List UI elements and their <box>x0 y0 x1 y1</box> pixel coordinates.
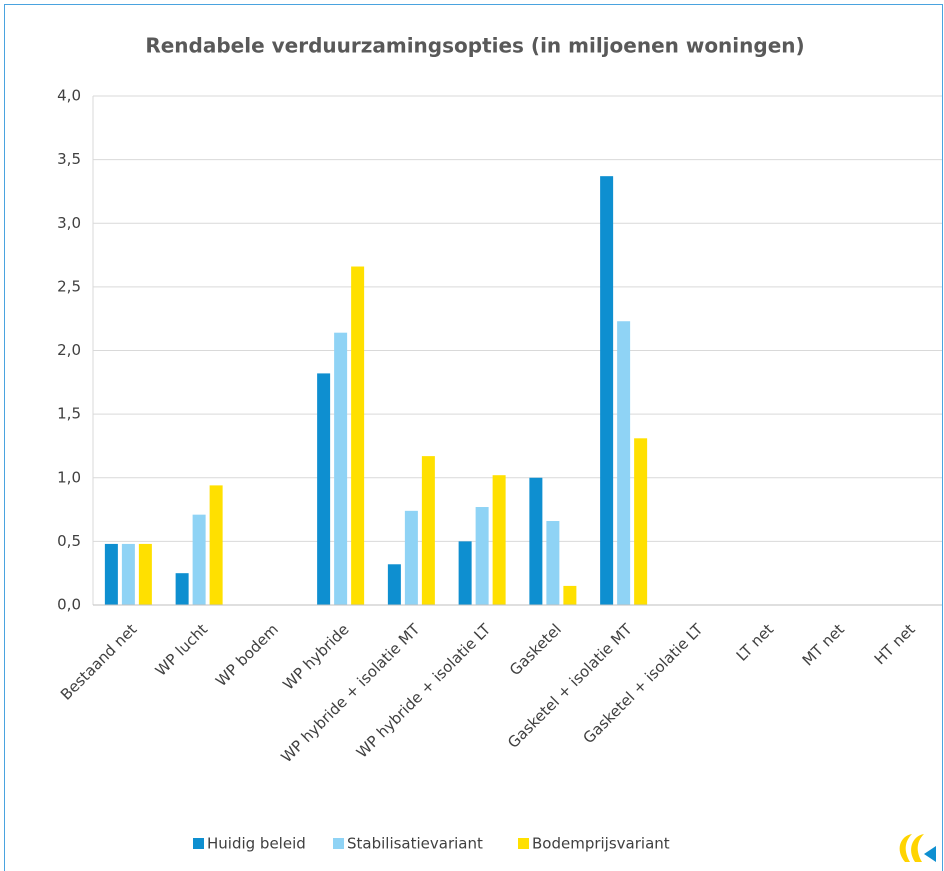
legend-swatch <box>333 838 344 849</box>
legend-swatch <box>193 838 204 849</box>
y-tick-label: 1,5 <box>57 405 81 423</box>
x-tick-label: HT net <box>871 620 919 668</box>
bar <box>546 521 560 605</box>
bar <box>404 510 418 605</box>
bar <box>529 477 543 605</box>
legend-label: Bodemprijsvariant <box>532 835 670 853</box>
y-tick-label: 0,5 <box>57 532 81 550</box>
bar <box>563 585 577 605</box>
x-tick-label: Gasketel + isolatie MT <box>504 620 636 752</box>
legend-swatch <box>518 838 529 849</box>
y-tick-label: 2,0 <box>57 341 81 359</box>
chart-title: Rendabele verduurzamingsopties (in miljo… <box>145 34 804 58</box>
bar <box>387 564 401 605</box>
bar <box>421 456 435 605</box>
frame <box>4 4 943 871</box>
bar <box>458 541 472 605</box>
y-tick-label: 3,0 <box>57 214 81 232</box>
y-tick-label: 3,5 <box>57 150 81 168</box>
bar <box>192 514 206 605</box>
x-tick-label: LT net <box>733 620 778 665</box>
y-tick-label: 0,0 <box>57 596 81 614</box>
x-tick-label: WP lucht <box>152 620 211 679</box>
legend-label: Huidig beleid <box>207 835 306 853</box>
x-tick-label: WP hybride + isolatie MT <box>277 620 424 767</box>
bar <box>600 176 614 606</box>
bar <box>121 543 135 605</box>
x-tick-label: Gasketel <box>506 620 565 679</box>
bar <box>475 507 489 605</box>
x-tick-label: Gasketel + isolatie LT <box>580 620 707 747</box>
bar <box>617 321 631 605</box>
bar <box>351 266 365 605</box>
bar <box>634 438 648 605</box>
bar <box>317 373 331 605</box>
bar <box>334 332 348 605</box>
bar <box>209 485 223 605</box>
y-tick-label: 2,5 <box>57 277 81 295</box>
x-tick-label: Bestaand net <box>57 620 141 704</box>
bar <box>138 543 152 605</box>
x-tick-label: MT net <box>799 620 848 669</box>
x-tick-label: WP bodem <box>212 620 282 690</box>
bar <box>175 573 189 605</box>
x-tick-label: WP hybride <box>279 620 352 693</box>
logo <box>899 834 936 862</box>
x-tick-label: WP hybride + isolatie LT <box>353 620 495 762</box>
bar <box>104 543 118 605</box>
y-tick-label: 4,0 <box>57 87 81 105</box>
legend-label: Stabilisatievariant <box>347 835 483 853</box>
bar <box>492 475 506 605</box>
y-tick-label: 1,0 <box>57 468 81 486</box>
